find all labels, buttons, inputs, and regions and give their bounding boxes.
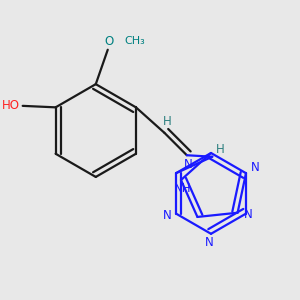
Text: N: N [184,158,193,171]
Text: H: H [215,143,224,156]
Text: N: N [205,236,214,249]
Text: NH: NH [174,182,191,195]
Text: HO: HO [2,99,20,112]
Text: H: H [163,115,172,128]
Text: N: N [250,161,260,174]
Text: N: N [244,208,253,221]
Text: O: O [105,35,114,48]
Text: N: N [163,208,172,222]
Text: CH₃: CH₃ [124,36,145,46]
